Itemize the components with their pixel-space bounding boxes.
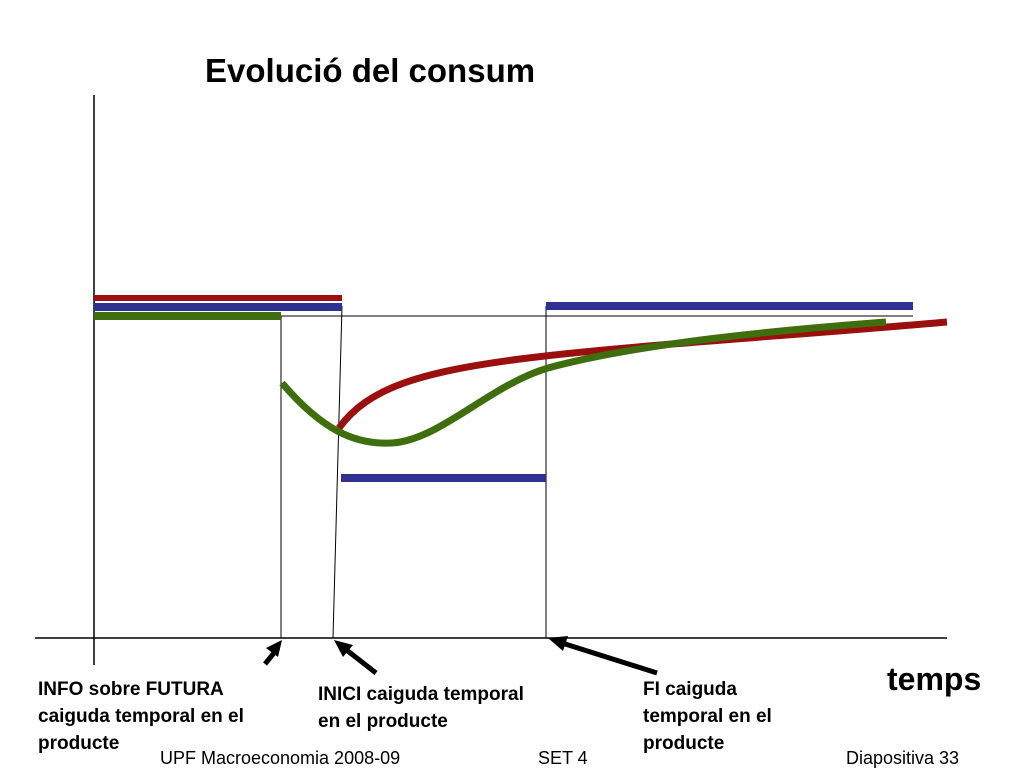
footer-slide-number: Diapositiva 33 <box>846 748 960 768</box>
inici-annotation-line-1: INICI caiguda temporal <box>318 684 524 705</box>
info-annotation: INFO sobre FUTURA caiguda temporal en el… <box>38 676 244 757</box>
footer-set: SET 4 <box>538 748 588 768</box>
green-series-dip <box>279 318 887 447</box>
info-annotation-line-3: producte <box>38 733 120 754</box>
fi-annotation: FI caiguda temporal en el producte <box>643 676 772 757</box>
fi-annotation-line-1: FI caiguda <box>643 679 737 700</box>
inici-time-marker <box>332 305 343 639</box>
footer-course: UPF Macroeconomia 2008-09 <box>160 748 401 768</box>
inici-annotation-line-2: en el producte <box>318 711 448 732</box>
red-series-recovery <box>336 318 948 431</box>
fi-arrow <box>548 636 658 676</box>
info-annotation-line-2: caiguda temporal en el <box>38 706 244 727</box>
fi-annotation-line-3: producte <box>643 733 725 754</box>
inici-arrow <box>334 640 378 675</box>
info-annotation-line-1: INFO sobre FUTURA <box>38 679 224 700</box>
slide-title: Evolució del consum <box>205 52 536 89</box>
x-axis-label: temps <box>887 661 982 697</box>
fi-annotation-line-2: temporal en el <box>643 706 772 727</box>
info-arrow <box>263 640 282 666</box>
inici-annotation: INICI caiguda temporal en el producte <box>318 681 524 735</box>
